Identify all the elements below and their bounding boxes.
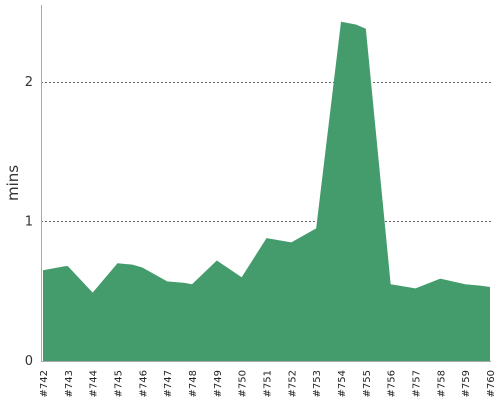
y-tick-label: 1 [25, 214, 33, 229]
x-tick-label: #754 [337, 370, 348, 397]
x-tick-label: #748 [188, 370, 199, 397]
x-tick-label: #744 [89, 370, 100, 397]
x-tick-label: #750 [238, 370, 249, 397]
y-axis-title: mins [4, 165, 22, 201]
x-tick-label: #751 [263, 370, 274, 397]
x-tick-label: #743 [64, 370, 75, 397]
x-tick-label: #749 [213, 370, 224, 397]
series-area-0 [43, 21, 490, 361]
x-tick-label: #752 [287, 370, 298, 397]
x-tick-label: #759 [461, 370, 472, 397]
x-tick-label: #745 [114, 370, 125, 397]
x-tick-label: #755 [362, 370, 373, 397]
series-area-layer [43, 21, 490, 361]
x-tick-label: #758 [436, 370, 447, 397]
x-tick-label: #753 [312, 370, 323, 397]
y-tick-label: 0 [25, 354, 33, 369]
x-tick-label: #756 [387, 370, 398, 397]
axes [41, 5, 491, 362]
x-tick-label: #746 [138, 370, 149, 397]
y-tick-labels: 0 1 2 [25, 75, 33, 369]
grid-lines [41, 82, 491, 222]
x-tick-label: #742 [39, 370, 50, 397]
x-tick-label: #747 [163, 370, 174, 397]
x-tick-label: #757 [412, 370, 423, 397]
x-tick-label: #760 [486, 370, 497, 397]
y-tick-label: 2 [25, 75, 33, 90]
x-tick-labels: #742 #743 #744 #745 #746 #747 #748 #749 #750 #751… [39, 370, 497, 397]
